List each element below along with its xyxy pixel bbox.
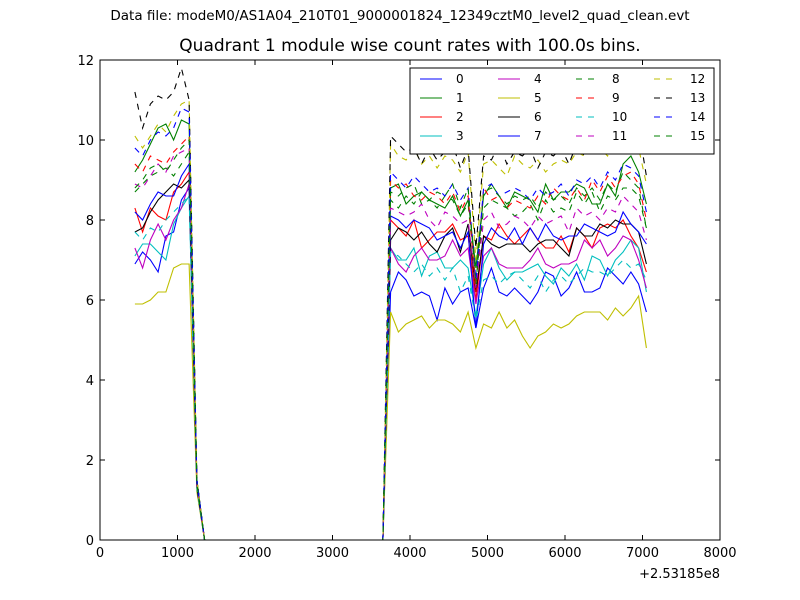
y-tick-label: 2 <box>86 454 94 469</box>
x-tick-label: 8000 <box>703 546 736 561</box>
x-tick-label: 5000 <box>471 546 504 561</box>
legend-label-0: 0 <box>456 72 464 86</box>
x-tick-label: 1000 <box>161 546 194 561</box>
legend-label-6: 6 <box>534 110 542 124</box>
x-tick-label: 7000 <box>626 546 659 561</box>
series-layer <box>134 65 647 541</box>
series-line-10 <box>134 194 647 541</box>
legend-label-5: 5 <box>534 91 542 105</box>
legend-label-15: 15 <box>690 129 705 143</box>
legend-label-2: 2 <box>456 110 464 124</box>
y-tick-label: 12 <box>77 54 94 69</box>
legend-label-13: 13 <box>690 91 705 105</box>
tick-layer: 0 1000 2000 3000 4000 5000 6000 7000 80000246810… <box>77 54 736 561</box>
legend-label-4: 4 <box>534 72 542 86</box>
x-tick-label: 6000 <box>548 546 581 561</box>
legend-label-11: 11 <box>612 129 627 143</box>
legend-label-9: 9 <box>612 91 620 105</box>
chart-title: Quadrant 1 module wise count rates with … <box>179 36 641 56</box>
y-tick-label: 10 <box>77 134 94 149</box>
legend-label-7: 7 <box>534 129 542 143</box>
x-tick-label: 3000 <box>316 546 349 561</box>
legend-label-12: 12 <box>690 72 705 86</box>
x-tick-label: 4000 <box>393 546 426 561</box>
y-tick-label: 6 <box>86 294 94 309</box>
legend-label-10: 10 <box>612 110 627 124</box>
x-offset-label: +2.53185e8 <box>639 567 720 582</box>
figure-suptitle: Data file: modeM0/AS1A04_210T01_90000018… <box>110 8 690 24</box>
legend-label-3: 3 <box>456 129 464 143</box>
y-tick-label: 4 <box>86 374 94 389</box>
series-line-9 <box>134 134 647 541</box>
legend-label-1: 1 <box>456 91 464 105</box>
legend-label-8: 8 <box>612 72 620 86</box>
y-tick-label: 8 <box>86 214 94 229</box>
x-tick-label: 2000 <box>238 546 271 561</box>
x-tick-label: 0 <box>96 546 104 561</box>
y-tick-label: 0 <box>86 534 94 549</box>
series-line-14 <box>134 107 647 541</box>
legend-label-14: 14 <box>690 110 705 124</box>
series-line-5 <box>134 263 647 541</box>
legend-box <box>409 67 715 155</box>
